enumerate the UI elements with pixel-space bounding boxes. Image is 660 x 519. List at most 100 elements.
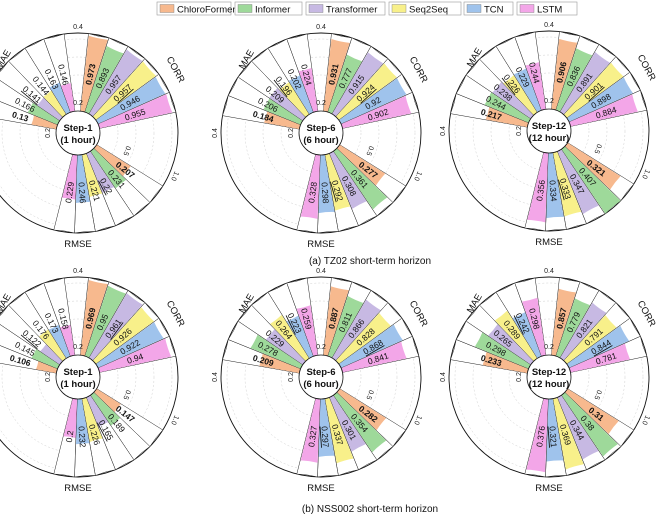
- rmse-bar-lstm: [300, 154, 321, 219]
- axis-tick: 0.2: [316, 344, 326, 351]
- rmse-bar-tcn: [546, 398, 564, 462]
- corr-bar-chloroformer: [323, 286, 349, 357]
- grid-ring: [508, 90, 590, 172]
- center-hub: [526, 108, 572, 154]
- mae-bar-tcn: [49, 82, 71, 115]
- grid-ring: [1, 300, 155, 454]
- rmse-bar-transformer: [329, 395, 366, 452]
- metric-label-corr: CORR: [635, 299, 658, 329]
- rmse-bar-transformer: [86, 151, 115, 194]
- corr-bar-tcn: [95, 322, 164, 368]
- caption-b: (b) NSS002 short-term horizon: [302, 504, 438, 515]
- rmse-value-lstm: 0.229: [63, 181, 76, 204]
- axis-tick: 0.2: [45, 372, 52, 382]
- mae-bar-seq2seq: [494, 310, 538, 362]
- mae-bar-seq2seq: [39, 329, 67, 362]
- grid-ring: [262, 318, 380, 436]
- mae-bar-informer: [474, 332, 531, 369]
- center-hours: (6 hour): [303, 379, 338, 390]
- corr-value-chloroformer: 0.906: [554, 61, 568, 84]
- corr-value-chloroformer: 0.857: [554, 307, 568, 330]
- axis-tick: 0.4: [544, 268, 554, 275]
- rmse-value-tcn: 0.334: [547, 180, 558, 202]
- corr-value-chloroformer: 0.969: [83, 307, 97, 330]
- mae-bar-seq2seq: [270, 314, 310, 362]
- corr-bar-lstm: [569, 94, 638, 127]
- axis-tick: 0.2: [73, 344, 83, 351]
- corr-bar-seq2seq: [335, 312, 391, 364]
- axis-tick: 0.2: [544, 344, 554, 351]
- metric-label-rmse: RMSE: [307, 483, 334, 494]
- grid-ring: [0, 38, 173, 228]
- center-hub: [55, 354, 101, 400]
- legend-label-chloroformer: ChloroFormer: [177, 5, 236, 16]
- axis-tick: 0.5: [592, 143, 602, 155]
- corr-bar-tcn: [338, 324, 403, 368]
- corr-bar-tcn: [338, 78, 407, 124]
- outer-ring: [448, 276, 650, 478]
- legend-label-seq2seq: Seq2Seq: [409, 5, 448, 16]
- axis-tick: 0.2: [316, 100, 326, 107]
- legend-label-tcn: TCN: [484, 5, 504, 16]
- mae-bar-chloroformer: [36, 361, 58, 374]
- metric-label-corr: CORR: [164, 55, 187, 85]
- rmse-bar-lstm: [62, 154, 78, 200]
- mae-bar-seq2seq: [503, 75, 538, 116]
- corr-value-chloroformer: 0.887: [326, 307, 340, 330]
- mae-bar-tcn: [513, 68, 542, 113]
- center-hours: (6 hour): [303, 135, 338, 146]
- rmse-value-tcn: 0.232: [76, 426, 87, 448]
- corr-bar-transformer: [560, 52, 610, 115]
- legend-swatch-chloroformer: [159, 4, 175, 13]
- metric-label-rmse: RMSE: [64, 483, 91, 494]
- corr-bar-informer: [327, 54, 362, 114]
- corr-bar-informer: [327, 296, 364, 358]
- center-step: Step-12: [532, 121, 566, 132]
- metric-label-rmse: RMSE: [535, 483, 562, 494]
- mae-bar-informer: [484, 92, 531, 123]
- legend-swatch-seq2seq: [391, 4, 407, 13]
- mae-bar-transformer: [488, 324, 534, 365]
- rmse-value-tcn: 0.298: [319, 182, 330, 204]
- axis-tick: 1.0: [640, 414, 650, 426]
- center-hours: (1 hour): [60, 379, 95, 390]
- metric-label-corr: CORR: [635, 53, 658, 83]
- center-hours: (12 hour): [529, 133, 570, 144]
- axis-tick: 0.2: [73, 100, 83, 107]
- mae-bar-tcn: [286, 315, 314, 359]
- mae-bar-transformer: [37, 97, 63, 121]
- rmse-bar-seq2seq: [81, 153, 103, 198]
- corr-bar-lstm: [569, 343, 631, 373]
- corr-bar-lstm: [98, 94, 173, 129]
- center-step: Step-12: [532, 367, 566, 378]
- rmse-bar-transformer: [86, 395, 109, 428]
- corr-bar-transformer: [560, 302, 607, 361]
- rmse-value-lstm: 0.376: [534, 425, 547, 448]
- axis-tick: 1.0: [412, 170, 422, 182]
- legend-swatch-informer: [237, 4, 253, 13]
- axis-tick: 0.2: [288, 128, 295, 138]
- corr-bar-chloroformer: [323, 38, 350, 113]
- mae-bar-lstm: [60, 83, 75, 113]
- axis-tick: 1.0: [640, 168, 650, 180]
- axis-tick: 0.5: [364, 145, 374, 157]
- legend: ChloroFormer Informer Transformer Seq2Seq TC…: [156, 1, 578, 16]
- axis-tick: 1.0: [169, 170, 179, 182]
- mae-bar-seq2seq: [279, 82, 310, 118]
- grid-ring: [37, 336, 119, 418]
- mae-bar-lstm: [298, 68, 318, 113]
- metric-label-corr: CORR: [407, 55, 430, 85]
- center-step: Step-1: [63, 367, 93, 378]
- corr-bar-chloroformer: [80, 35, 108, 113]
- axis-tick: 0.5: [121, 389, 131, 401]
- corr-bar-lstm: [341, 341, 407, 373]
- grid-ring: [1, 56, 155, 210]
- center-hub: [298, 354, 344, 400]
- axis-tick: 0.4: [544, 22, 554, 29]
- axis-tick: 0.2: [516, 372, 523, 382]
- legend-box-seq2seq: [388, 1, 462, 16]
- rmse-value-lstm: 0.327: [306, 425, 319, 448]
- axis-tick: 0.4: [316, 268, 326, 275]
